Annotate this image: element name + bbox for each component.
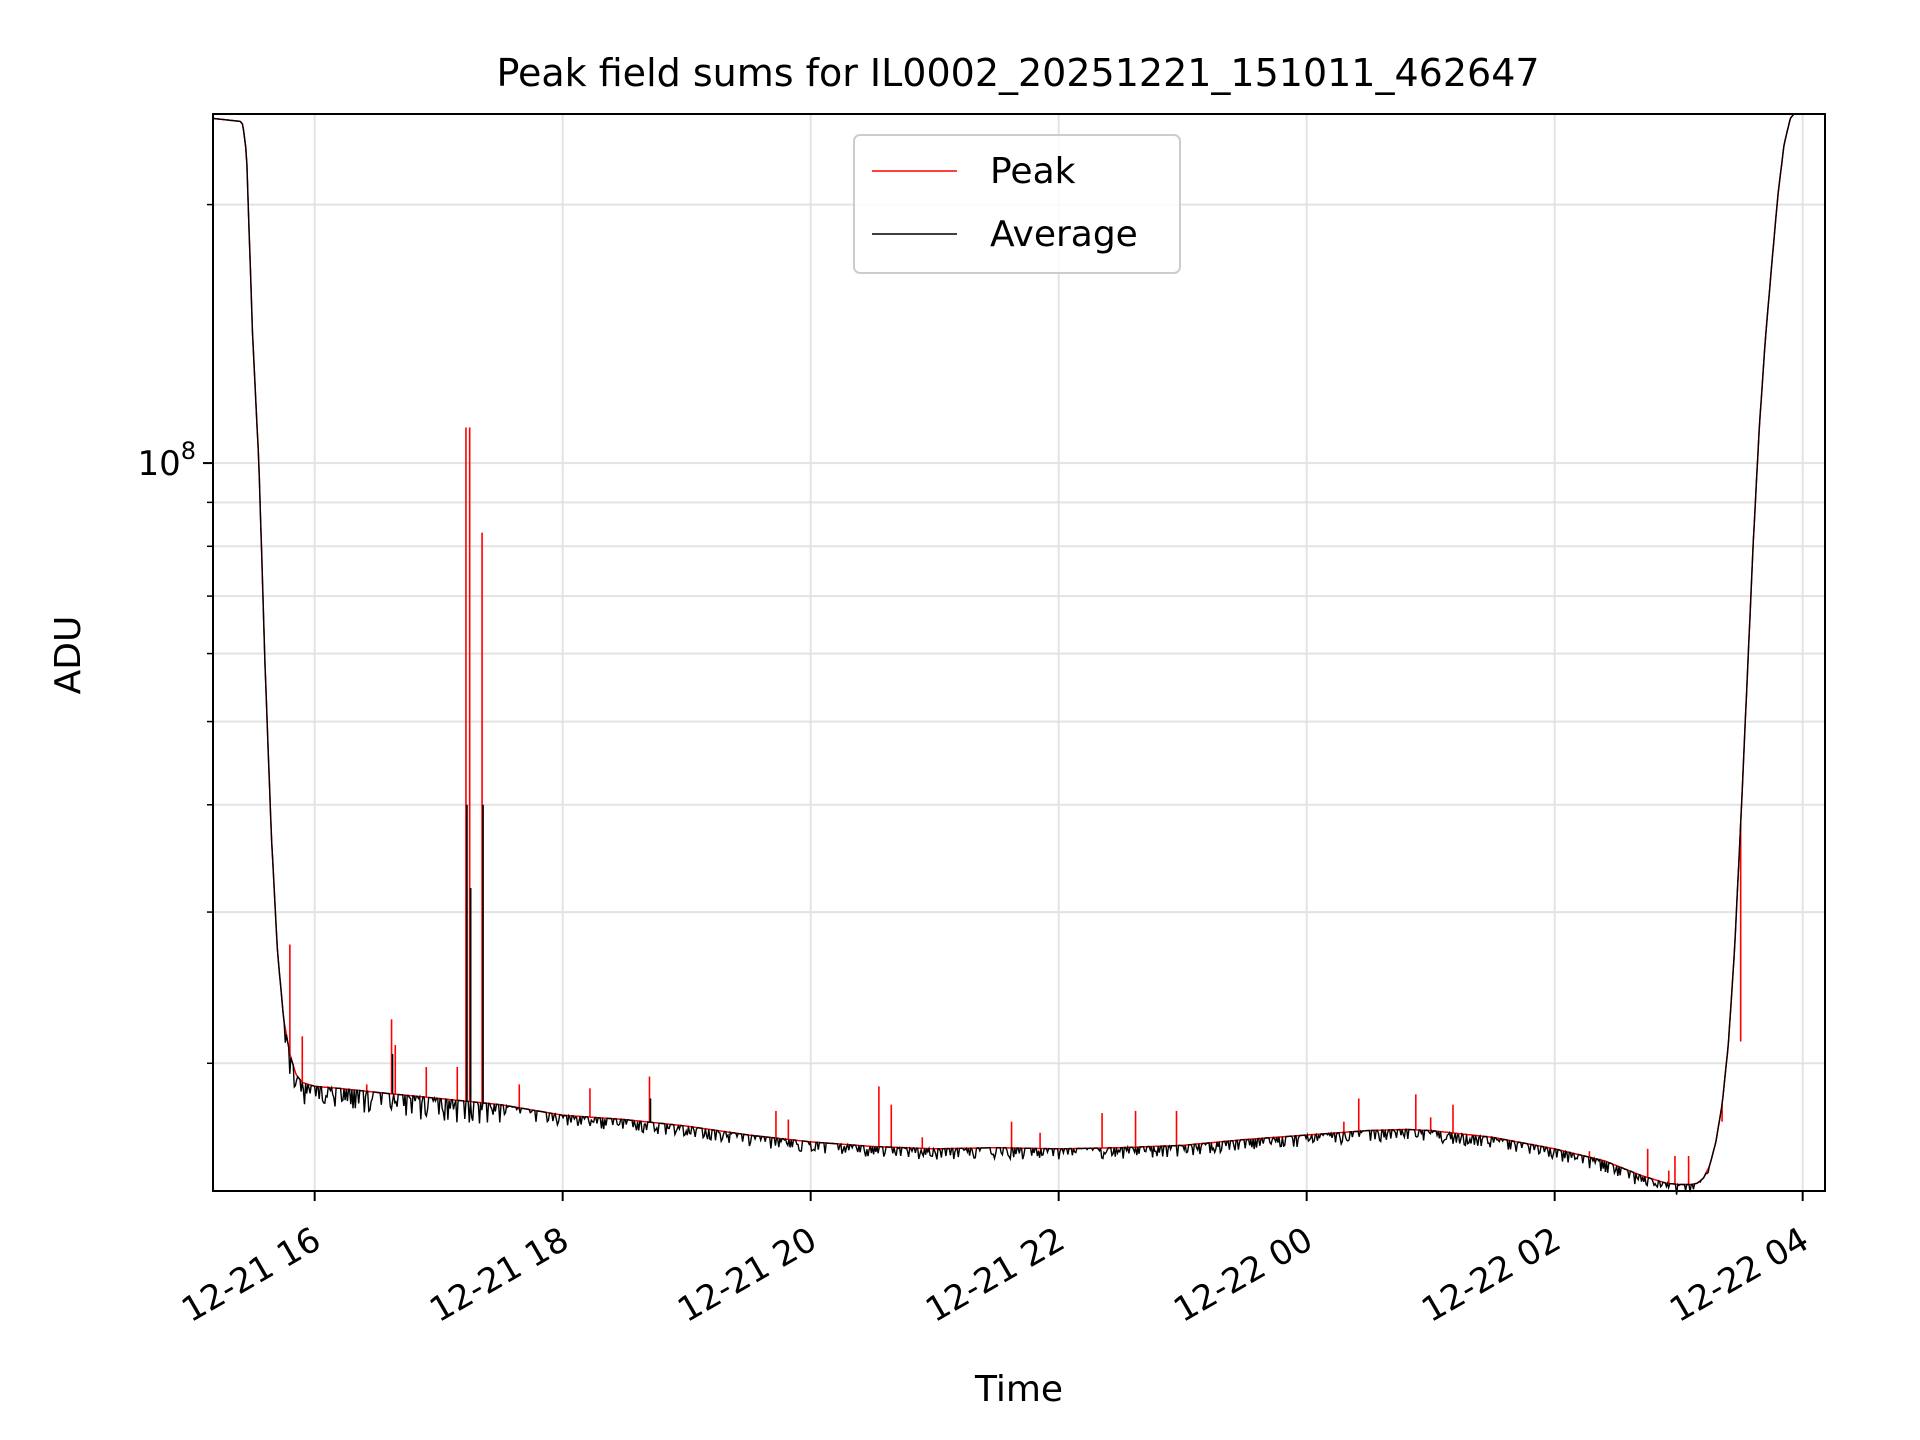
series-line-average bbox=[212, 113, 1795, 1195]
x-axis-label: Time bbox=[974, 1369, 1063, 1410]
series-layer bbox=[212, 113, 1795, 1195]
legend-box bbox=[853, 134, 1181, 274]
chart-title: Peak field sums for IL0002_20251221_1510… bbox=[496, 51, 1539, 95]
y-tick-label: 108 bbox=[137, 437, 196, 484]
y-axis-label: ADU bbox=[48, 616, 89, 695]
legend-label-peak: Peak bbox=[990, 151, 1076, 192]
legend: Peak Average bbox=[853, 134, 1181, 274]
plot-frame bbox=[212, 113, 1826, 1192]
legend-label-average: Average bbox=[990, 214, 1138, 255]
y-axis: 108 bbox=[137, 203, 213, 1065]
